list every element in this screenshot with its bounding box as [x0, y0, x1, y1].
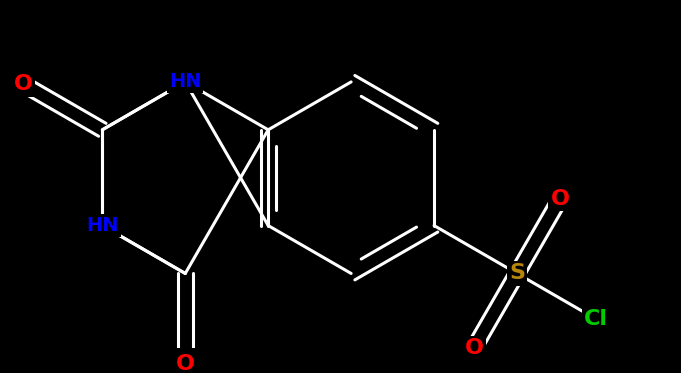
Text: Cl: Cl — [584, 309, 608, 329]
Text: S: S — [509, 263, 525, 283]
Text: HN: HN — [169, 72, 202, 91]
Text: HN: HN — [86, 216, 118, 235]
Text: O: O — [464, 338, 484, 358]
Text: O: O — [176, 354, 195, 373]
Text: O: O — [14, 74, 33, 94]
Text: O: O — [551, 189, 569, 209]
